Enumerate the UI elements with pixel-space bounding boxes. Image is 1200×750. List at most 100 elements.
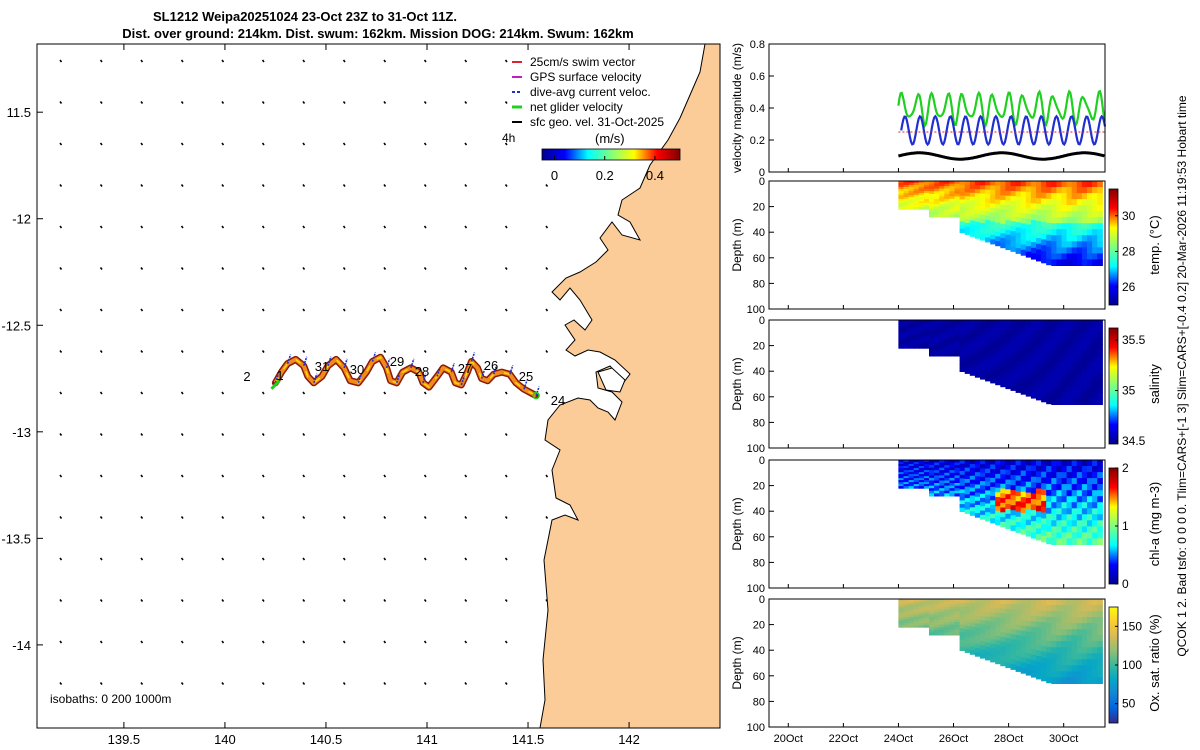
geo-arrow bbox=[504, 599, 508, 602]
temp-cell bbox=[1081, 247, 1088, 254]
oxygen-cell bbox=[949, 622, 956, 626]
temp-cell bbox=[1036, 243, 1042, 250]
oxygen-cell bbox=[903, 605, 910, 608]
salinity-cell bbox=[1015, 351, 1022, 357]
oxygen-cell bbox=[995, 640, 1001, 646]
geo-arrow bbox=[504, 433, 508, 436]
temp-cell bbox=[1056, 193, 1063, 200]
salinity-cell bbox=[974, 324, 981, 329]
salinity-cell bbox=[1036, 371, 1042, 378]
chla-cell bbox=[959, 474, 966, 479]
chla-cell bbox=[939, 470, 945, 474]
temp-cell bbox=[1081, 193, 1088, 200]
chla-cell bbox=[995, 497, 1001, 503]
oxygen-cell bbox=[1076, 623, 1083, 630]
chla-cell bbox=[923, 464, 930, 467]
chla-cell bbox=[980, 506, 986, 512]
salinity-cell bbox=[1092, 398, 1098, 405]
temp-cell bbox=[898, 193, 905, 196]
salinity-cell bbox=[990, 342, 996, 348]
salinity-cell bbox=[913, 326, 920, 329]
geo-arrow bbox=[545, 267, 549, 270]
salinity-cell bbox=[1036, 337, 1042, 344]
salinity-cell bbox=[954, 350, 961, 354]
oxygen-cell bbox=[929, 627, 935, 631]
temp-cell bbox=[980, 202, 986, 207]
temp-cell bbox=[1071, 199, 1078, 206]
chla-cell bbox=[923, 460, 930, 463]
salinity-cell bbox=[959, 353, 966, 358]
oxygen-cell bbox=[1092, 671, 1098, 678]
salinity-cell bbox=[1020, 367, 1027, 374]
salinity-cell bbox=[980, 349, 986, 355]
geo-arrow bbox=[464, 308, 468, 312]
salinity-cell bbox=[898, 340, 905, 343]
chla-cell bbox=[944, 488, 950, 492]
geo-arrow bbox=[140, 267, 144, 270]
chla-cell bbox=[985, 494, 991, 500]
oxygen-cell bbox=[1051, 617, 1057, 624]
salinity-cell bbox=[929, 320, 935, 324]
temp-cell bbox=[939, 186, 945, 190]
temp-cell bbox=[1015, 217, 1022, 223]
salinity-cell bbox=[1092, 362, 1098, 369]
salinity-cell bbox=[949, 325, 956, 329]
oxygen-cell bbox=[1071, 677, 1078, 684]
temp-cell bbox=[1081, 223, 1088, 230]
oxygen-cell bbox=[1066, 605, 1073, 612]
oxygen-cell bbox=[1081, 617, 1088, 624]
chla-cell bbox=[1097, 490, 1103, 497]
map-y-tick-label: -12 bbox=[12, 212, 31, 227]
day-label: 26 bbox=[484, 358, 498, 373]
salinity-cell bbox=[1041, 337, 1047, 344]
geo-arrow bbox=[504, 516, 508, 519]
salinity-cell bbox=[1046, 349, 1052, 357]
temp-cell bbox=[934, 186, 940, 190]
salinity-cell bbox=[959, 320, 966, 325]
oxygen-cell bbox=[964, 602, 971, 608]
salinity-cell bbox=[1071, 386, 1078, 393]
dive-avg-vector bbox=[327, 356, 332, 367]
chla-cell bbox=[1005, 484, 1012, 490]
chla-cell bbox=[1010, 525, 1017, 531]
salinity-cell bbox=[1092, 332, 1098, 339]
geo-arrow bbox=[545, 474, 549, 478]
salinity-cell bbox=[929, 325, 935, 329]
dive-avg-vector bbox=[371, 352, 377, 362]
chla-cell bbox=[1076, 472, 1083, 479]
temp-cell bbox=[1076, 247, 1083, 254]
temp-cell bbox=[1030, 247, 1037, 254]
chla-cell bbox=[1081, 538, 1088, 545]
chla-cell bbox=[934, 465, 940, 469]
temp-cell bbox=[1056, 229, 1063, 236]
oxygen-cell bbox=[1036, 599, 1042, 606]
salinity-cell bbox=[929, 348, 935, 352]
temp-cell bbox=[964, 181, 971, 186]
chla-cell bbox=[959, 496, 966, 501]
oxygen-cell bbox=[913, 611, 920, 614]
temp-cell bbox=[980, 231, 986, 237]
map-colorbar bbox=[541, 148, 681, 161]
geo-arrow bbox=[221, 59, 225, 63]
temp-cell bbox=[1020, 207, 1027, 214]
chla-cell bbox=[918, 464, 925, 467]
temp-cell bbox=[1041, 181, 1047, 188]
temp-cell bbox=[1000, 242, 1006, 249]
salinity-cell bbox=[934, 337, 940, 342]
temp-cell bbox=[990, 185, 996, 191]
chla-cell bbox=[1071, 508, 1078, 515]
salinity-cell bbox=[1041, 343, 1047, 350]
salinity-cell bbox=[1046, 337, 1052, 345]
map-colorbar-tick-label: 0.4 bbox=[646, 168, 664, 183]
temp-cell bbox=[903, 181, 910, 184]
salinity-cell bbox=[974, 340, 981, 346]
salinity-cell bbox=[1051, 398, 1057, 405]
day-label: 30 bbox=[350, 362, 364, 377]
salinity-cell bbox=[1081, 338, 1088, 345]
temp-cell bbox=[969, 181, 976, 186]
chla-cell bbox=[990, 464, 996, 470]
temp-cell bbox=[959, 228, 966, 233]
oxygen-cell bbox=[929, 609, 935, 613]
salinity-cell bbox=[918, 338, 925, 341]
